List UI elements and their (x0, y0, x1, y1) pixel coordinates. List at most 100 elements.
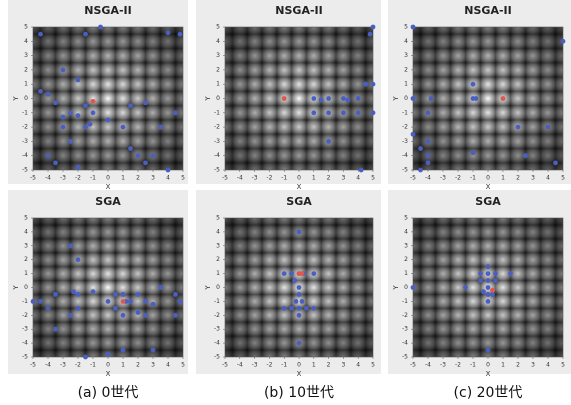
point (128, 299, 133, 304)
x-tick-label: 2 (136, 175, 140, 182)
point (561, 39, 566, 44)
x-tick-label: 4 (166, 362, 170, 369)
point (106, 118, 111, 123)
y-tick-label: -4 (22, 152, 28, 159)
point (371, 82, 376, 87)
point (463, 285, 468, 290)
x-tick-label: 2 (516, 362, 520, 369)
y-tick-label: -5 (22, 167, 28, 174)
y-tick-label: -1 (402, 298, 408, 305)
plot-shade (225, 27, 373, 170)
point (297, 306, 302, 311)
x-tick-label: -1 (281, 362, 287, 369)
point (411, 132, 416, 137)
point (481, 289, 486, 294)
point (173, 292, 178, 297)
x-tick-label: 5 (371, 175, 375, 182)
y-tick-label: -3 (22, 326, 28, 333)
point (282, 96, 287, 101)
point (289, 271, 294, 276)
x-axis-label: X (297, 370, 302, 378)
point (113, 306, 118, 311)
x-tick-label: -4 (237, 175, 243, 182)
y-tick-label: 3 (404, 242, 408, 249)
y-tick-label: -1 (214, 298, 220, 305)
point (151, 153, 156, 158)
y-tick-label: 4 (24, 38, 28, 45)
point (121, 292, 126, 297)
x-tick-label: 2 (136, 362, 140, 369)
x-tick-label: -5 (30, 175, 36, 182)
y-tick-label: -3 (402, 326, 408, 333)
point (121, 299, 126, 304)
y-tick-label: 0 (24, 284, 28, 291)
x-tick-label: 4 (546, 362, 550, 369)
y-tick-label: -4 (402, 152, 408, 159)
x-tick-label: 0 (297, 175, 301, 182)
caption: (c) 20世代 (454, 385, 523, 401)
point (158, 285, 163, 290)
x-tick-label: -2 (75, 362, 81, 369)
point (371, 110, 376, 115)
x-tick-label: 1 (312, 362, 316, 369)
point (516, 125, 521, 130)
x-axis-label: X (486, 370, 491, 378)
point (486, 285, 491, 290)
point (411, 96, 416, 101)
point (297, 230, 302, 235)
x-tick-label: 5 (561, 175, 565, 182)
point (46, 306, 51, 311)
point (490, 292, 495, 297)
point (418, 168, 423, 173)
point (294, 299, 299, 304)
chart-title: SGA (95, 195, 121, 208)
y-tick-label: 5 (404, 24, 408, 31)
point (304, 306, 309, 311)
point (411, 25, 416, 30)
point (166, 30, 171, 35)
point (158, 125, 163, 130)
point (151, 302, 156, 307)
y-tick-label: -2 (214, 124, 220, 131)
x-tick-label: -4 (45, 362, 51, 369)
point (508, 271, 513, 276)
x-tick-label: 1 (312, 175, 316, 182)
y-tick-label: 2 (24, 256, 28, 263)
point (426, 160, 431, 165)
point (311, 110, 316, 115)
y-tick-label: 3 (216, 242, 220, 249)
point (143, 100, 148, 105)
x-tick-label: -3 (440, 175, 446, 182)
plot-shade (33, 27, 183, 170)
y-tick-label: 5 (404, 215, 408, 222)
x-tick-label: 5 (181, 362, 185, 369)
y-tick-label: 5 (24, 24, 28, 31)
point (121, 313, 126, 318)
y-tick-label: -4 (402, 340, 408, 347)
x-tick-label: 2 (327, 175, 331, 182)
y-tick-label: -1 (22, 109, 28, 116)
point (178, 299, 183, 304)
x-tick-label: -5 (222, 175, 228, 182)
point (478, 271, 483, 276)
x-tick-label: -1 (90, 362, 96, 369)
point (486, 264, 491, 269)
point (53, 292, 58, 297)
y-tick-label: -2 (214, 312, 220, 319)
y-tick-label: -5 (214, 354, 220, 361)
point (173, 110, 178, 115)
point (166, 168, 171, 173)
x-axis-label: X (106, 183, 111, 191)
y-tick-label: 4 (404, 38, 408, 45)
point (136, 153, 141, 158)
point (553, 160, 558, 165)
point (91, 110, 96, 115)
point (493, 278, 498, 283)
x-tick-label: -3 (252, 175, 258, 182)
point (426, 139, 431, 144)
point (311, 96, 316, 101)
point (136, 292, 141, 297)
y-tick-label: -3 (22, 138, 28, 145)
y-tick-label: 0 (24, 95, 28, 102)
x-tick-label: 2 (327, 362, 331, 369)
